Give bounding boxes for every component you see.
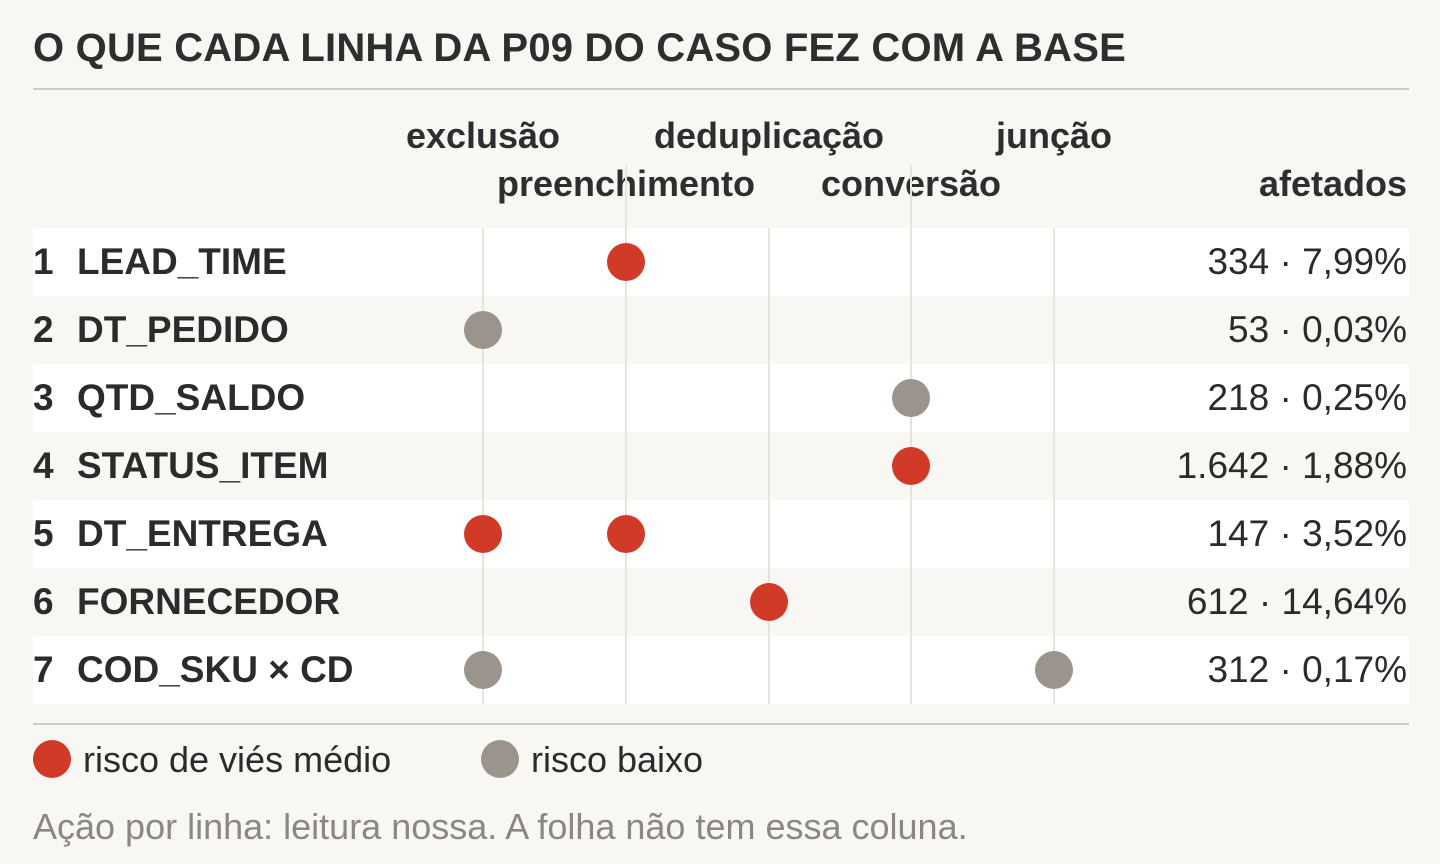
legend-item-baixo: risco baixo [481, 740, 703, 780]
row-affected-value: 53 · 0,03% [1228, 309, 1407, 350]
legend-swatch [33, 740, 71, 779]
risk-dot [464, 311, 502, 349]
column-gridline-1 [625, 165, 627, 704]
top-divider [33, 88, 1409, 90]
row-number: 6 [33, 581, 54, 622]
column-header-0: exclusão [405, 115, 561, 156]
column-header-4: junção [995, 115, 1113, 156]
column-gridline-4 [1053, 228, 1055, 704]
table-row: 3 QTD_SALDO 218 · 0,25% [33, 364, 1409, 432]
legend-label: risco de viés médio [83, 739, 392, 780]
chart-title: O QUE CADA LINHA DA P09 DO CASO FEZ COM … [33, 26, 1126, 70]
table-row: 5 DT_ENTREGA 147 · 3,52% [33, 500, 1409, 568]
risk-dot [464, 515, 502, 553]
row-label: 1 LEAD_TIME [33, 228, 287, 296]
row-affected-value: 612 · 14,64% [1186, 581, 1407, 622]
row-label: 4 STATUS_ITEM [33, 432, 328, 500]
risk-dot [464, 651, 502, 689]
row-affected-value: 312 · 0,17% [1207, 649, 1407, 690]
row-label: 6 FORNECEDOR [33, 568, 340, 636]
row-field-name: DT_PEDIDO [77, 309, 289, 350]
risk-dot [607, 243, 645, 281]
row-field-name: STATUS_ITEM [77, 445, 329, 486]
row-label: 7 COD_SKU × CD [33, 636, 354, 704]
table-row: 1 LEAD_TIME 334 · 7,99% [33, 228, 1409, 296]
risk-dot [750, 583, 788, 621]
column-gridline-0 [482, 228, 484, 704]
row-number: 3 [33, 377, 54, 418]
column-gridline-2 [768, 228, 770, 704]
row-field-name: COD_SKU × CD [77, 649, 354, 690]
risk-dot [892, 379, 930, 417]
row-number: 4 [33, 445, 54, 486]
row-number: 5 [33, 513, 54, 554]
table-row: 7 COD_SKU × CD 312 · 0,17% [33, 636, 1409, 704]
legend-label: risco baixo [531, 739, 704, 780]
legend-item-medio: risco de viés médio [33, 740, 391, 780]
row-field-name: FORNECEDOR [77, 581, 341, 622]
row-number: 2 [33, 309, 54, 350]
column-gridline-3 [910, 165, 912, 704]
afetados-header: afetados [1258, 163, 1407, 204]
row-number: 1 [33, 241, 54, 282]
row-affected-value: 218 · 0,25% [1207, 377, 1407, 418]
bottom-divider [33, 723, 1409, 725]
row-label: 3 QTD_SALDO [33, 364, 305, 432]
legend-swatch [481, 740, 519, 779]
row-number: 7 [33, 649, 54, 690]
row-affected-value: 147 · 3,52% [1207, 513, 1407, 554]
table-row: 6 FORNECEDOR 612 · 14,64% [33, 568, 1409, 636]
risk-dot [607, 515, 645, 553]
row-field-name: QTD_SALDO [77, 377, 306, 418]
row-label: 2 DT_PEDIDO [33, 296, 289, 364]
row-field-name: LEAD_TIME [77, 241, 287, 282]
risk-dot [1035, 651, 1073, 689]
row-affected-value: 1.642 · 1,88% [1176, 445, 1407, 486]
table-row: 4 STATUS_ITEM 1.642 · 1,88% [33, 432, 1409, 500]
row-field-name: DT_ENTREGA [77, 513, 328, 554]
row-label: 5 DT_ENTREGA [33, 500, 328, 568]
footnote: Ação por linha: leitura nossa. A folha n… [33, 806, 968, 847]
risk-dot [892, 447, 930, 485]
row-affected-value: 334 · 7,99% [1207, 241, 1407, 282]
column-header-2: deduplicação [653, 115, 885, 156]
table-row: 2 DT_PEDIDO 53 · 0,03% [33, 296, 1409, 364]
